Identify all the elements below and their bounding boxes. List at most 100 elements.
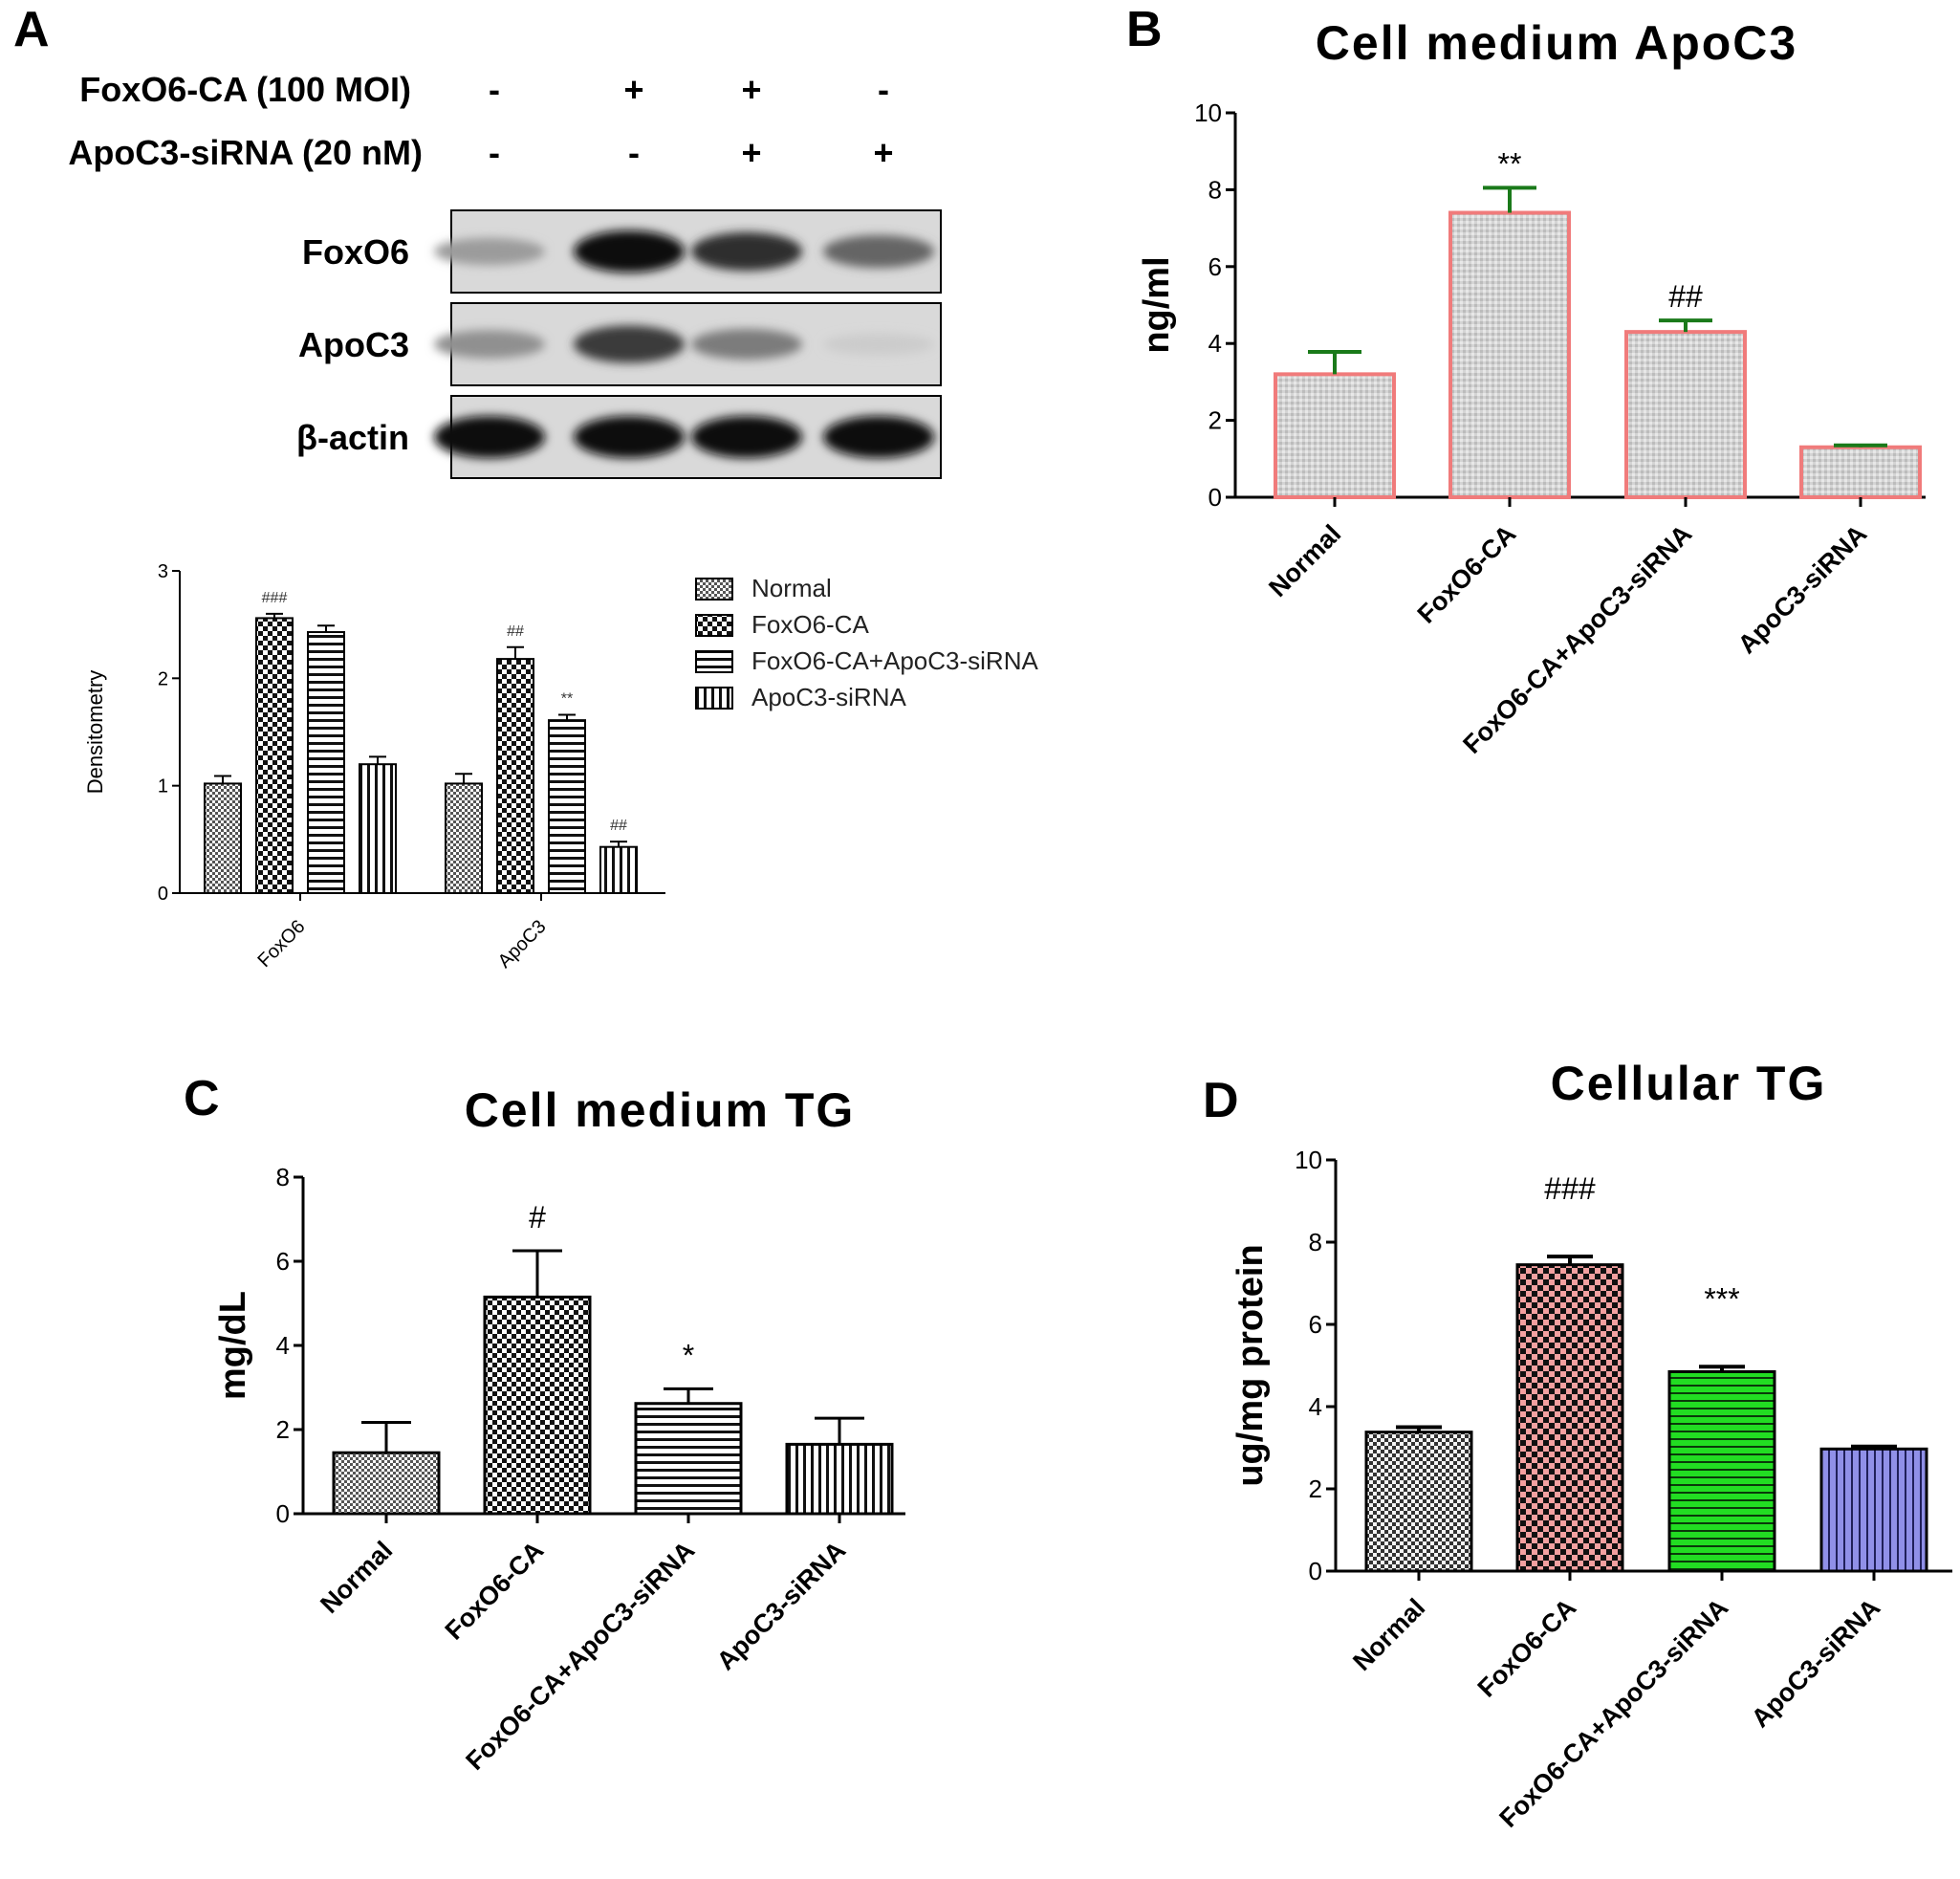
condition-label: ApoC3-siRNA (20 nM) [68, 133, 423, 172]
panel-label-d: D [1203, 1073, 1239, 1128]
legend-swatch [695, 578, 733, 601]
y-tick-label: 8 [1309, 1228, 1322, 1256]
bar [785, 1442, 894, 1516]
x-tick-label: ApoC3-siRNA [1746, 1593, 1885, 1733]
significance-marker: ## [507, 623, 524, 640]
blot-band [823, 333, 934, 356]
x-tick-label: FoxO6 [254, 916, 310, 972]
blot-band [691, 329, 802, 360]
y-axis-label: ug/mg protein [1230, 1244, 1271, 1486]
condition-sign: + [741, 70, 761, 109]
blot-band [574, 325, 685, 363]
y-tick-label: 4 [276, 1331, 290, 1360]
band-label: ApoC3 [298, 325, 409, 364]
bar [1515, 1263, 1624, 1573]
condition-sign: - [878, 70, 889, 109]
x-tick-label: ApoC3-siRNA [711, 1536, 851, 1675]
chart-d-cellular-tg: 0 2 4 6 8 10 ug/mg protein Normal ### FoxO6-CA ***… [1230, 1146, 1952, 1833]
blot-band [823, 416, 934, 458]
bar [204, 782, 242, 894]
western-blot: FoxO6-CA (100 MOI) - + + - ApoC3-siRNA (20 nM… [68, 70, 942, 479]
condition-sign: + [741, 133, 761, 172]
significance-marker: ### [1544, 1171, 1596, 1206]
condition-sign: - [489, 133, 500, 172]
blot-band [574, 230, 685, 273]
y-tick-label: 2 [1309, 1475, 1322, 1503]
bar [1448, 210, 1571, 500]
y-axis-label: mg/dL [213, 1291, 253, 1400]
panel-label-b: B [1126, 2, 1163, 57]
condition-sign: - [628, 133, 640, 172]
bar [1667, 1369, 1776, 1573]
bar [445, 782, 483, 894]
y-tick-label: 0 [276, 1499, 290, 1528]
blot-band [823, 234, 934, 269]
y-tick-label: 2 [1209, 406, 1222, 435]
legend-swatch [695, 650, 733, 673]
y-tick-label: 3 [158, 561, 168, 582]
y-tick-label: 4 [1309, 1392, 1322, 1421]
bar [255, 617, 294, 895]
significance-marker: ### [262, 590, 288, 606]
chart-c-medium-tg: 02468mg/dLNormal#FoxO6-CA*FoxO6-CA+ApoC3… [213, 1163, 905, 1776]
significance-marker: ## [1668, 279, 1703, 314]
y-axis-label: ng/ml [1137, 256, 1177, 353]
condition-sign: - [489, 70, 500, 109]
x-tick-label: FoxO6-CA [1412, 519, 1522, 629]
x-tick-label: FoxO6-CA [1472, 1593, 1582, 1703]
blot-band [434, 416, 545, 458]
legend-label: FoxO6-CA+ApoC3-siRNA [751, 646, 1038, 675]
legend-label: ApoC3-siRNA [751, 683, 906, 711]
legend-swatch [695, 614, 733, 637]
bar [359, 763, 397, 895]
x-tick-label: Normal [1347, 1593, 1430, 1676]
chart-b-title: Cell medium ApoC3 [1316, 16, 1797, 70]
y-tick-label: 6 [276, 1247, 290, 1276]
significance-marker: ## [610, 818, 627, 834]
y-tick-label: 10 [1194, 98, 1222, 127]
y-tick-label: 0 [158, 884, 168, 905]
x-tick-label: Normal [1263, 519, 1346, 602]
y-tick-label: 2 [276, 1415, 290, 1444]
legend-swatch [695, 687, 733, 710]
bar [634, 1402, 743, 1516]
legend-label: Normal [751, 574, 832, 602]
bar [1624, 330, 1747, 500]
legend-label: FoxO6-CA [751, 610, 869, 639]
significance-marker: ** [561, 691, 573, 708]
y-tick-label: 0 [1209, 483, 1222, 512]
bar [332, 1451, 441, 1516]
chart-a-densitometry: 0 1 2 3 Densitometry ### FoxO6 ## ** ## ApoC3 Norma… [83, 561, 1038, 972]
y-tick-label: 4 [1209, 329, 1222, 358]
y-tick-label: 2 [158, 668, 168, 689]
chart-d-title: Cellular TG [1551, 1057, 1827, 1110]
condition-label: FoxO6-CA (100 MOI) [79, 70, 411, 109]
x-tick-label: Normal [315, 1536, 398, 1619]
x-tick-label: FoxO6-CA [440, 1536, 550, 1646]
y-tick-label: 8 [276, 1163, 290, 1191]
bar [496, 658, 534, 895]
panel-label-c: C [184, 1071, 220, 1126]
significance-marker: *** [1704, 1281, 1739, 1316]
panel-label-a: A [13, 2, 50, 57]
significance-marker: # [529, 1200, 546, 1234]
bar [483, 1295, 592, 1516]
bar [1819, 1447, 1928, 1573]
blot-band [691, 416, 802, 458]
bar [1799, 445, 1922, 499]
y-tick-label: 8 [1209, 175, 1222, 204]
bar [1364, 1431, 1473, 1573]
condition-sign: + [623, 70, 643, 109]
blot-band [574, 416, 685, 458]
band-label: FoxO6 [302, 232, 409, 272]
x-tick-label: ApoC3 [494, 916, 551, 972]
bar [1274, 372, 1396, 499]
bar [599, 845, 638, 894]
bar [548, 719, 586, 894]
y-tick-label: 0 [1309, 1557, 1322, 1585]
significance-marker: * [683, 1338, 694, 1372]
band-label: β-actin [296, 418, 409, 457]
condition-sign: + [873, 133, 893, 172]
x-tick-label: ApoC3-siRNA [1732, 519, 1872, 659]
chart-c-title: Cell medium TG [465, 1083, 856, 1137]
